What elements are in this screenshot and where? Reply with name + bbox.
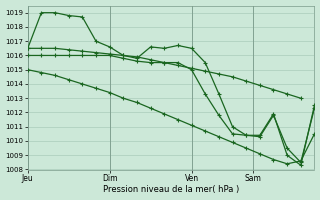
X-axis label: Pression niveau de la mer( hPa ): Pression niveau de la mer( hPa ) <box>103 185 239 194</box>
